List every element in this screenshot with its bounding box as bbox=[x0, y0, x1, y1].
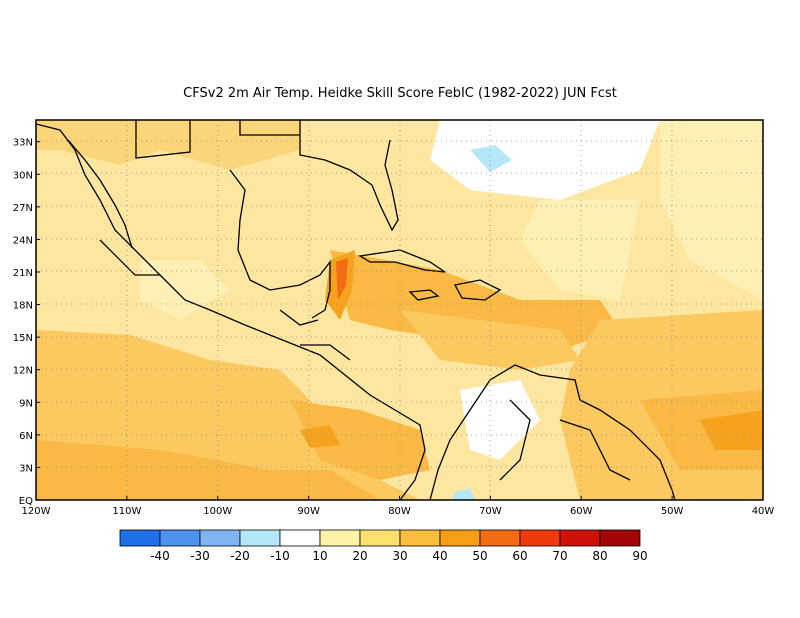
lon-tick-label: 40W bbox=[752, 506, 775, 517]
colorbar-swatch bbox=[599, 529, 641, 547]
colorbar-label: 10 bbox=[312, 549, 327, 563]
lon-tick-label: 120W bbox=[22, 506, 51, 517]
lat-tick-label: 6N bbox=[19, 431, 33, 442]
lat-tick-label: 24N bbox=[13, 235, 33, 246]
lat-tick-label: 21N bbox=[13, 268, 33, 279]
colorbar-label: -10 bbox=[270, 549, 290, 563]
map-title: CFSv2 2m Air Temp. Heidke Skill Score Fe… bbox=[183, 86, 617, 101]
colorbar-swatch bbox=[519, 529, 561, 547]
lat-tick-label: 15N bbox=[13, 333, 33, 344]
colorbar-label: 50 bbox=[472, 549, 487, 563]
colorbar-swatch bbox=[399, 529, 441, 547]
map-plot-area bbox=[36, 120, 763, 500]
colorbar-swatch bbox=[119, 529, 161, 547]
colorbar-swatch bbox=[559, 529, 601, 547]
lon-tick-label: 110W bbox=[112, 506, 141, 517]
colorbar-label: 40 bbox=[432, 549, 447, 563]
colorbar-swatch bbox=[439, 529, 481, 547]
lat-tick-label: 9N bbox=[19, 398, 33, 409]
colorbar-label: -30 bbox=[190, 549, 210, 563]
colorbar-swatch bbox=[479, 529, 521, 547]
colorbar-swatch bbox=[159, 529, 201, 547]
colorbar-swatch bbox=[239, 529, 281, 547]
lon-tick-label: 70W bbox=[479, 506, 502, 517]
colorbar-swatch bbox=[359, 529, 401, 547]
lon-tick-label: 80W bbox=[388, 506, 411, 517]
colorbar-swatch bbox=[279, 529, 321, 547]
coastlines bbox=[36, 120, 676, 500]
colorbar-label: 70 bbox=[552, 549, 567, 563]
longitude-labels: 120W 110W 100W 90W 80W 70W 60W 50W 40W bbox=[22, 496, 775, 517]
lat-tick-label: EQ bbox=[19, 496, 33, 507]
colorbar-label: 90 bbox=[632, 549, 647, 563]
lat-tick-label: 18N bbox=[13, 301, 33, 312]
colorbar-label: 80 bbox=[592, 549, 607, 563]
lat-tick-label: 3N bbox=[19, 463, 33, 474]
lat-tick-label: 27N bbox=[13, 203, 33, 214]
colorbar-label: -20 bbox=[230, 549, 250, 563]
colorbar-label: -40 bbox=[150, 549, 170, 563]
colorbar-label: 20 bbox=[352, 549, 367, 563]
colorbar: -40 -30 -20 -10 10 20 30 40 50 60 70 80 90 bbox=[119, 529, 648, 563]
lon-tick-label: 90W bbox=[297, 506, 320, 517]
lat-tick-label: 33N bbox=[13, 138, 33, 149]
lat-tick-label: 30N bbox=[13, 170, 33, 181]
latitude-labels: 33N 30N 27N 24N 21N 18N 15N 12N 9N 6N 3N EQ bbox=[13, 138, 40, 507]
skill-field bbox=[36, 120, 763, 500]
grid-lines bbox=[36, 120, 763, 500]
colorbar-label: 30 bbox=[392, 549, 407, 563]
colorbar-swatch bbox=[319, 529, 361, 547]
lon-tick-label: 50W bbox=[661, 506, 684, 517]
lon-tick-label: 100W bbox=[203, 506, 232, 517]
lat-tick-label: 12N bbox=[13, 366, 33, 377]
lon-tick-label: 60W bbox=[570, 506, 593, 517]
colorbar-swatch bbox=[199, 529, 241, 547]
colorbar-label: 60 bbox=[512, 549, 527, 563]
